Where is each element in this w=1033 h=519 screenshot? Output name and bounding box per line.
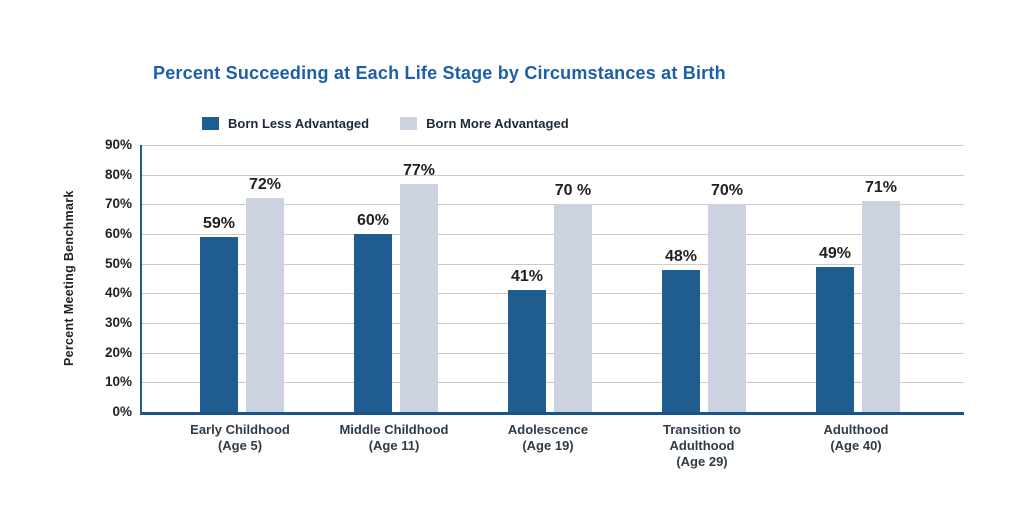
bar-value-label: 60% — [356, 212, 390, 229]
bar — [246, 198, 284, 412]
bar-value-label: 48% — [664, 247, 698, 265]
gridline — [142, 382, 964, 384]
bar-value-label: 71% — [864, 179, 898, 197]
legend-item-born-less-advantaged: Born Less Advantaged — [202, 116, 369, 131]
bar — [862, 201, 900, 412]
legend: Born Less Advantaged Born More Advantage… — [202, 116, 569, 131]
bar — [554, 204, 592, 412]
bar-value-label: 70 % — [554, 182, 592, 200]
chart-title: Percent Succeeding at Each Life Stage by… — [153, 63, 726, 83]
bar-value-label: 59% — [202, 214, 236, 232]
bar-value-label: 49% — [818, 244, 852, 262]
bar-value-label: 72% — [248, 176, 282, 194]
plot-area: 59% 72% 60% 77% 41% 70 % 48% 70% 49% 71% — [140, 145, 964, 415]
gridline — [142, 323, 964, 324]
bar — [662, 269, 700, 412]
bar-group: 49% 71% — [816, 145, 900, 412]
bar — [400, 183, 438, 412]
gridline — [142, 204, 964, 206]
x-axis-label: Early Childhood (Age 5) — [190, 422, 290, 453]
legend-swatch-born-less-advantaged — [202, 117, 219, 130]
x-axis-label: Middle Childhood (Age 11) — [339, 422, 449, 453]
bar — [354, 234, 392, 412]
y-axis-tick-label: 80% — [104, 166, 132, 182]
bar-value-label: 70% — [710, 182, 744, 200]
bar-value-label: 77% — [402, 161, 436, 179]
y-axis-tick-label: 10% — [104, 374, 132, 390]
legend-label: Born Less Advantaged — [228, 116, 370, 131]
y-axis-tick-label: 50% — [104, 255, 132, 271]
bar-group: 60% 77% — [354, 145, 438, 412]
y-axis-tick-label: 30% — [104, 315, 132, 330]
bar-group: 41% 70 % — [508, 145, 592, 412]
gridline — [142, 293, 964, 295]
gridline — [142, 234, 964, 235]
y-axis-tick-label: 90% — [104, 137, 132, 152]
x-axis-label: Transition to Adulthood (Age 29) — [663, 422, 741, 469]
bar-value-label: 41% — [510, 268, 544, 286]
gridline — [142, 263, 964, 265]
y-axis-tick-label: 70% — [104, 196, 132, 212]
y-axis-tick-label: 20% — [104, 344, 132, 360]
bar — [816, 266, 854, 412]
gridline — [142, 174, 964, 176]
x-axis-label: Adolescence (Age 19) — [507, 422, 589, 453]
y-axis-title: Percent Meeting Benchmark — [62, 190, 76, 367]
bar-group: 48% 70% — [662, 145, 746, 412]
y-axis-tick-label: 60% — [104, 226, 132, 241]
x-axis-label: Adulthood (Age 40) — [823, 422, 889, 453]
y-axis-tick-label: 0% — [112, 404, 132, 419]
bar — [200, 236, 238, 412]
gridline — [142, 145, 964, 146]
y-axis-tick-label: 40% — [104, 285, 132, 301]
bar-group: 59% 72% — [200, 145, 284, 412]
legend-item-born-more-advantaged: Born More Advantaged — [400, 116, 569, 131]
gridline — [142, 352, 964, 354]
bar — [708, 204, 746, 412]
legend-label: Born More Advantaged — [426, 116, 569, 131]
legend-swatch-born-more-advantaged — [400, 117, 418, 130]
y-axis-tick-labels: 90% 80% 70% 60% 50% 40% 30% 20% 10% 0% — [82, 137, 132, 419]
bar — [508, 290, 546, 412]
